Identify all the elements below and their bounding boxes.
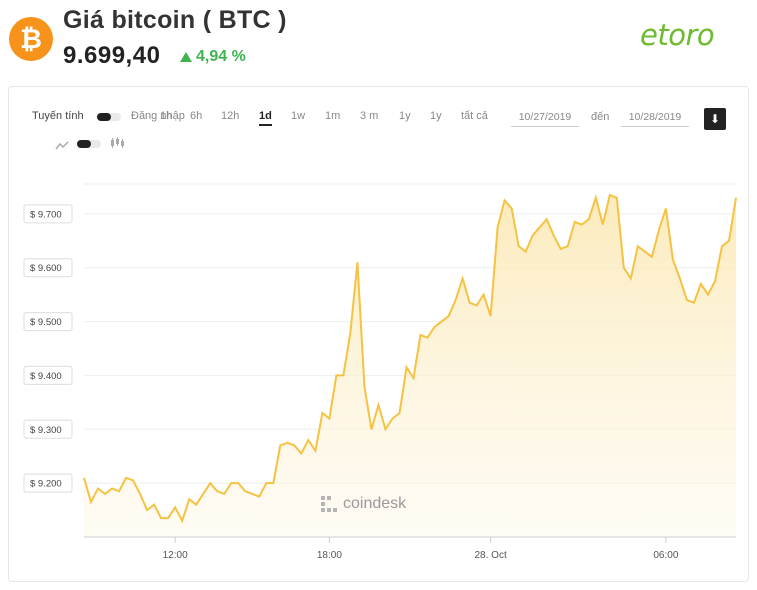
x-tick-label: 12:00	[163, 550, 188, 561]
coindesk-watermark: coindesk	[320, 495, 406, 513]
range-all[interactable]: tất cả	[461, 110, 488, 122]
date-separator: đến	[591, 111, 610, 123]
y-tick-box	[23, 473, 73, 493]
coindesk-icon	[321, 496, 337, 512]
y-tick-label: $ 9.500	[30, 317, 62, 328]
price-area	[84, 195, 736, 537]
date-to-input[interactable]: 10/28/2019	[621, 108, 689, 127]
line-chart-icon-svg	[55, 141, 69, 150]
range-1y-2[interactable]: 1y	[430, 110, 442, 122]
x-tick-label: 18:00	[317, 550, 342, 561]
etoro-logo-text: etoro	[640, 18, 715, 52]
scale-mode-label: Tuyến tính	[32, 110, 84, 122]
y-tick-label: $ 9.300	[30, 425, 62, 436]
bitcoin-symbol: ₿	[19, 23, 42, 55]
range-1w[interactable]: 1w	[291, 110, 306, 122]
candlestick-icon-svg	[111, 137, 124, 148]
range-1d[interactable]: 1d	[259, 110, 272, 126]
y-tick-box	[23, 419, 73, 439]
y-tick-box	[23, 204, 73, 224]
range-6h[interactable]: 6h	[190, 110, 203, 122]
scale-mode-toggle[interactable]	[97, 113, 121, 121]
bitcoin-logo-icon: ₿	[9, 17, 53, 61]
price-line	[83, 193, 737, 524]
watermark-text: coindesk	[343, 495, 407, 512]
y-tick-label: $ 9.600	[30, 263, 62, 274]
price-change: 4,94 %	[180, 48, 246, 66]
etoro-logo[interactable]: etoro	[640, 18, 715, 52]
y-tick-label: $ 9.400	[30, 371, 62, 382]
chart-type-toggle[interactable]	[77, 140, 101, 148]
y-tick-box	[23, 365, 73, 385]
candlestick-icon[interactable]	[110, 136, 124, 154]
range-3m[interactable]: 3 m	[360, 110, 379, 122]
x-tick-label: 28. Oct	[474, 550, 506, 561]
price-change-value: 4,94 %	[196, 48, 246, 65]
line-chart-icon[interactable]	[55, 138, 69, 156]
range-12h[interactable]: 12h	[221, 110, 240, 122]
y-tick-box	[23, 312, 73, 332]
range-1y[interactable]: 1y	[399, 110, 411, 122]
range-1m[interactable]: 1m	[325, 110, 341, 122]
y-tick-box	[23, 258, 73, 278]
range-1h[interactable]: 1h	[160, 110, 173, 122]
date-from-input[interactable]: 10/27/2019	[511, 108, 579, 127]
y-tick-label: $ 9.200	[30, 479, 62, 490]
arrow-up-icon	[180, 52, 192, 62]
page-title: Giá bitcoin ( BTC )	[63, 6, 287, 34]
download-button[interactable]: ⬇	[704, 108, 726, 130]
login-link[interactable]: Đăng nhập	[131, 110, 185, 122]
x-tick-label: 06:00	[653, 550, 678, 561]
y-tick-label: $ 9.700	[30, 209, 62, 220]
current-price: 9.699,40	[63, 42, 161, 69]
download-icon: ⬇	[709, 112, 721, 126]
